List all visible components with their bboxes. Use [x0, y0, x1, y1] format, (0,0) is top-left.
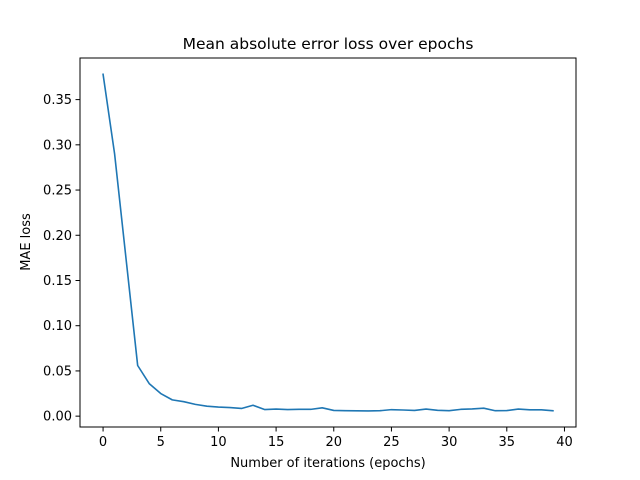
- y-axis-label: MAE loss: [19, 213, 34, 271]
- x-tick-label: 20: [325, 435, 342, 450]
- y-tick-label: 0.00: [43, 410, 72, 425]
- y-tick-label: 0.35: [43, 93, 72, 108]
- y-axis: 0.00 0.05 0.10 0.15 0.20 0.25 0.30 0.35: [43, 93, 80, 425]
- series-line-0: [102, 73, 554, 412]
- y-tick-label: 0.30: [43, 138, 72, 153]
- x-tick-label: 15: [268, 435, 285, 450]
- x-tick-label: 25: [383, 435, 400, 450]
- x-tick-label: 10: [210, 435, 227, 450]
- x-axis-label: Number of iterations (epochs): [230, 456, 425, 471]
- plot-series: [102, 73, 554, 412]
- x-tick-label: 0: [99, 435, 107, 450]
- y-tick-label: 0.15: [43, 274, 72, 289]
- x-tick-label: 5: [157, 435, 165, 450]
- x-tick-label: 40: [556, 435, 573, 450]
- x-axis: 0 5 10 15 20 25 30 35 40: [99, 427, 573, 450]
- x-tick-label: 35: [499, 435, 516, 450]
- y-tick-label: 0.20: [43, 229, 72, 244]
- y-tick-label: 0.25: [43, 184, 72, 199]
- chart-title: Mean absolute error loss over epochs: [183, 35, 474, 53]
- plot-frame: [79, 57, 577, 428]
- x-tick-label: 30: [441, 435, 458, 450]
- y-tick-label: 0.05: [43, 364, 72, 379]
- y-tick-label: 0.10: [43, 319, 72, 334]
